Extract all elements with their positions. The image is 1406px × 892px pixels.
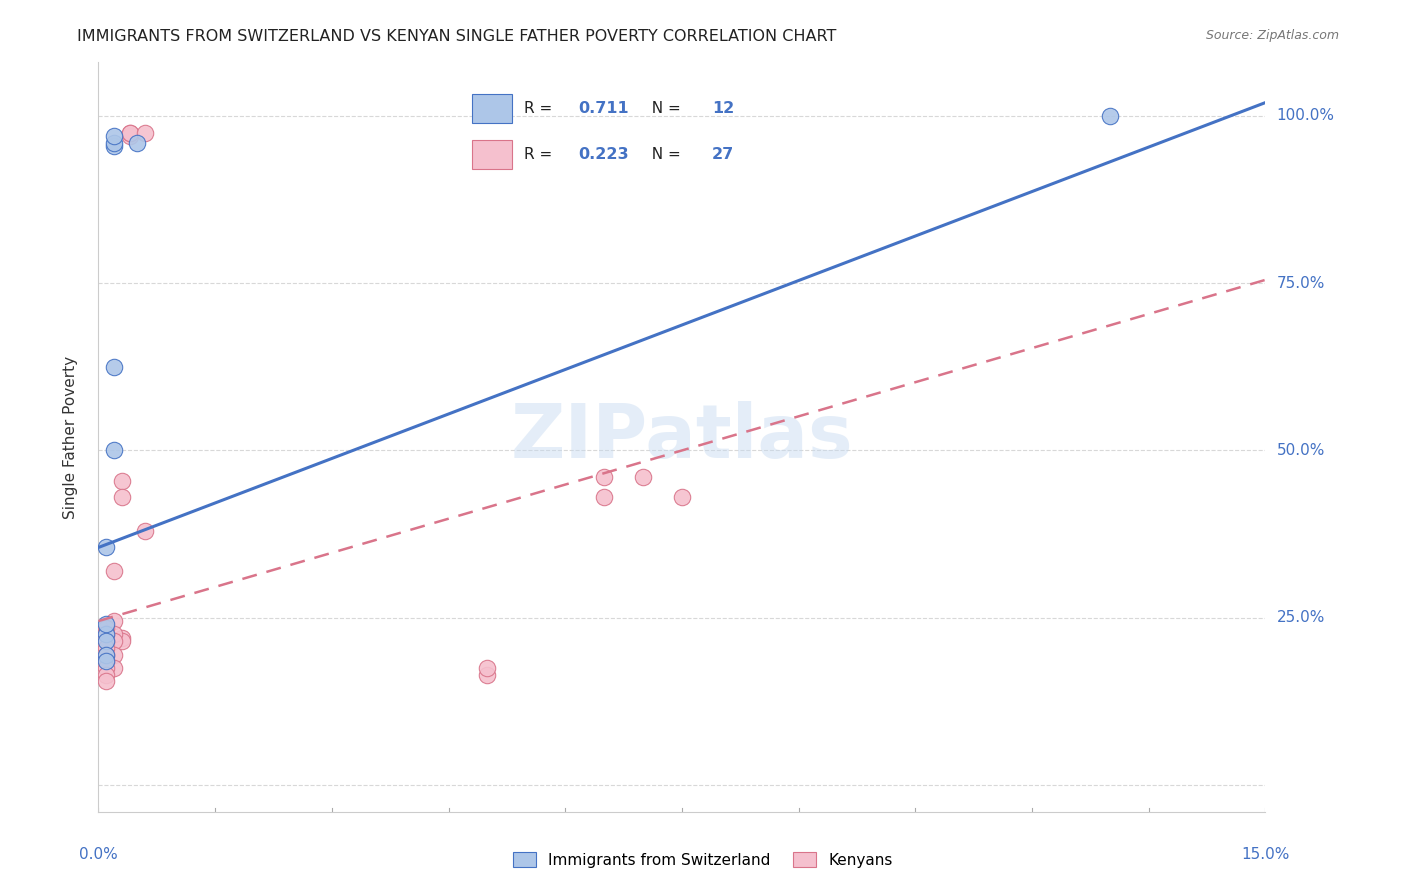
Point	[96, 648, 118, 662]
Point	[96, 661, 118, 675]
Text: 25.0%: 25.0%	[1277, 610, 1324, 625]
Y-axis label: Single Father Poverty: Single Father Poverty	[63, 356, 77, 518]
Point	[593, 470, 616, 484]
Point	[103, 648, 125, 662]
Point	[96, 640, 118, 655]
Point	[111, 634, 134, 648]
Point	[103, 443, 125, 458]
Point	[103, 136, 125, 150]
Text: ZIPatlas: ZIPatlas	[510, 401, 853, 474]
Point	[671, 491, 693, 505]
Text: 50.0%: 50.0%	[1277, 443, 1324, 458]
Point	[96, 667, 118, 681]
Point	[631, 470, 654, 484]
Point	[134, 524, 156, 538]
Text: 15.0%: 15.0%	[1241, 847, 1289, 862]
Point	[1098, 109, 1121, 123]
Point	[103, 627, 125, 641]
Text: 0.0%: 0.0%	[79, 847, 118, 862]
Point	[593, 491, 616, 505]
Point	[118, 126, 141, 140]
Text: 75.0%: 75.0%	[1277, 276, 1324, 291]
Text: Source: ZipAtlas.com: Source: ZipAtlas.com	[1205, 29, 1339, 42]
Point	[111, 631, 134, 645]
Point	[96, 621, 118, 635]
Point	[96, 617, 118, 632]
Point	[477, 661, 499, 675]
Point	[96, 674, 118, 689]
Point	[111, 491, 134, 505]
Point	[96, 654, 118, 668]
Point	[96, 648, 118, 662]
Point	[96, 634, 118, 648]
Point	[103, 614, 125, 628]
Point	[96, 541, 118, 555]
Point	[118, 129, 141, 144]
Point	[96, 654, 118, 668]
Point	[111, 474, 134, 488]
Legend: Immigrants from Switzerland, Kenyans: Immigrants from Switzerland, Kenyans	[508, 846, 898, 873]
Point	[103, 359, 125, 374]
Point	[103, 661, 125, 675]
Point	[103, 634, 125, 648]
Point	[134, 126, 156, 140]
Point	[477, 667, 499, 681]
Text: 100.0%: 100.0%	[1277, 109, 1334, 123]
Point	[127, 136, 149, 150]
Point	[96, 627, 118, 641]
Text: IMMIGRANTS FROM SWITZERLAND VS KENYAN SINGLE FATHER POVERTY CORRELATION CHART: IMMIGRANTS FROM SWITZERLAND VS KENYAN SI…	[77, 29, 837, 44]
Point	[96, 627, 118, 641]
Point	[103, 139, 125, 153]
Point	[96, 634, 118, 648]
Point	[103, 129, 125, 144]
Point	[118, 126, 141, 140]
Point	[103, 564, 125, 578]
